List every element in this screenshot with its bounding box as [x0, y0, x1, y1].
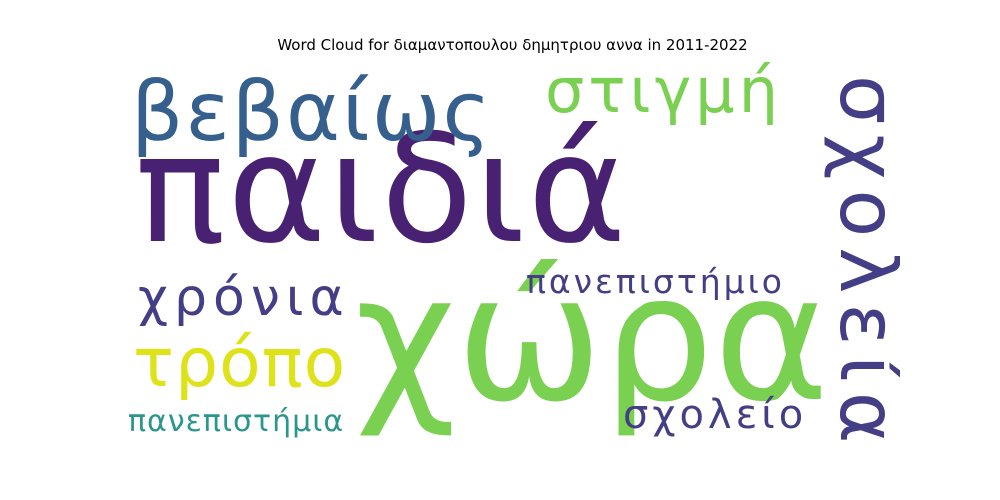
- word-4: βεβαίως: [131, 65, 493, 160]
- word-10: πανεπιστήμια: [128, 404, 345, 439]
- word-2: χώρα: [355, 238, 830, 441]
- word-7: χρόνια: [138, 268, 350, 328]
- word-8: πανεπιστήμιο: [526, 262, 785, 301]
- word-1: παιδιά: [135, 103, 629, 277]
- word-cloud: παιδιά χώρα σχολεία βεβαίως στιγμή τρόπο χρόνι…: [125, 60, 900, 445]
- word-9: σχολείο: [623, 392, 808, 438]
- word-5: στιγμή: [545, 60, 783, 127]
- chart-title: Word Cloud for διαμαντοπουλου δημητριου …: [277, 36, 748, 54]
- word-3: σχολεία: [822, 75, 900, 445]
- word-6: τρόπο: [133, 324, 347, 403]
